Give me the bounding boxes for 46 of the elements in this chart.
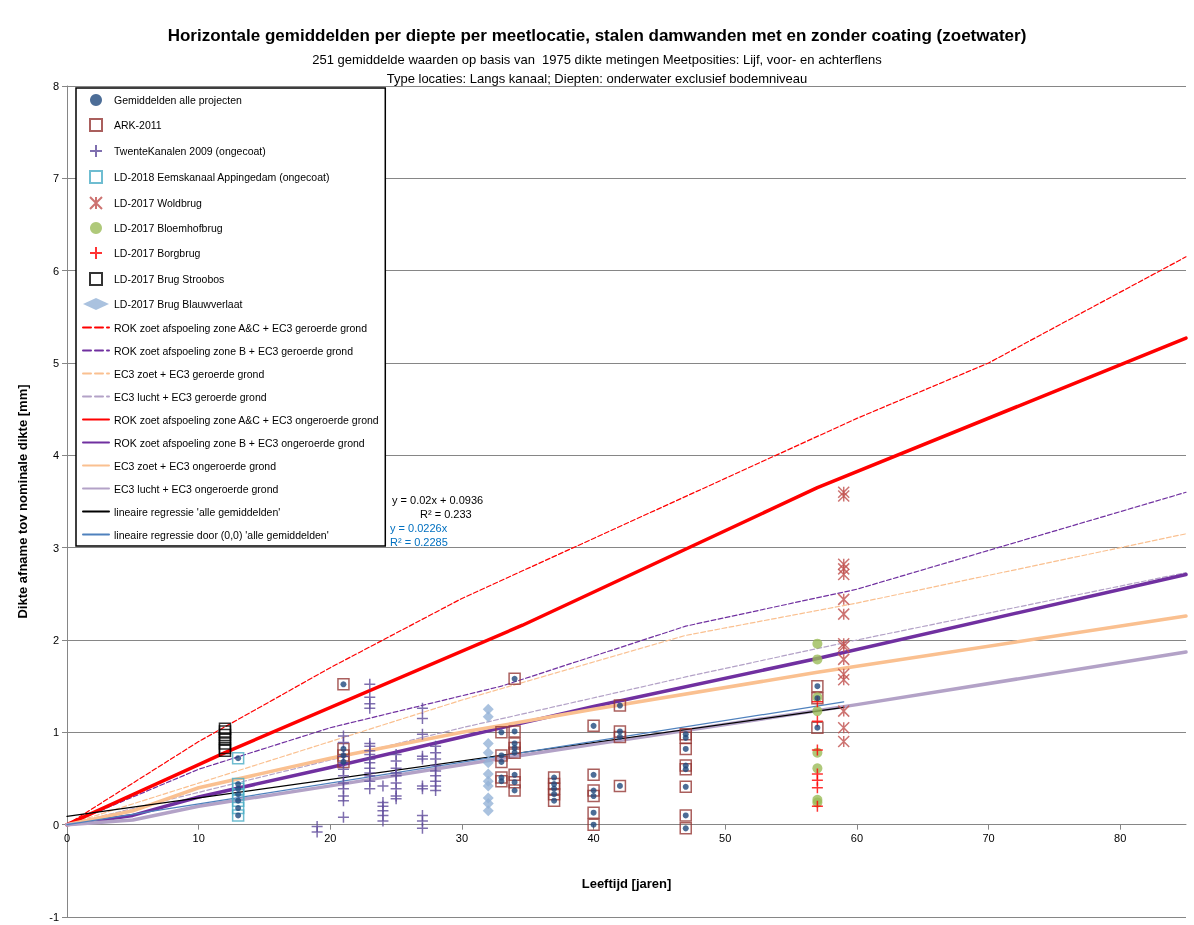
y-tick-label: 6: [52, 264, 59, 277]
x-tick-label: 70: [982, 832, 995, 845]
y-tick-label: 0: [52, 818, 59, 831]
legend-label: ROK zoet afspoeling zone A&C + EC3 ongeroerde grond: [114, 413, 379, 426]
y-tick-label: 4: [52, 449, 59, 462]
legend-label: EC3 lucht + EC3 ongeroerde grond: [114, 482, 279, 495]
x-tick-label: 80: [1114, 832, 1127, 845]
legend-label: LD-2017 Bloemhofbrug: [114, 222, 223, 234]
annotation: y = 0.0226x: [390, 521, 448, 534]
legend-label: LD-2017 Borgbrug: [114, 247, 201, 259]
legend-label: LD-2017 Brug Stroobos: [114, 273, 225, 285]
x-tick-label: 50: [719, 832, 732, 845]
legend-label: ROK zoet afspoeling zone B + EC3 ongeroerde grond: [114, 436, 365, 449]
chart-title: Horizontale gemiddelden per diepte per meetlocatie, stalen damwanden met en zonder coating (zoetwater): [167, 26, 1027, 45]
y-tick-label: 2: [52, 634, 59, 646]
legend-label: ARK-2011: [114, 119, 162, 131]
legend-label: EC3 zoet + EC3 ongeroerde grond: [114, 459, 277, 472]
annotation: y = 0.02x + 0.0936: [392, 493, 484, 506]
y-tick-label: -1: [49, 911, 59, 923]
legend-label: EC3 zoet + EC3 geroerde grond: [114, 367, 265, 380]
y-tick-label: 1: [52, 726, 59, 739]
annotation: R² = 0.233: [420, 507, 472, 520]
x-tick-label: 40: [587, 832, 600, 845]
legend-label: TwenteKanalen 2009 (ongecoat): [114, 145, 266, 157]
legend-label: LD-2017 Brug Blauwverlaat: [114, 298, 243, 310]
legend-label: Gemiddelden alle projecten: [114, 94, 242, 106]
y-tick-label: 8: [52, 80, 59, 92]
legend-label: ROK zoet afspoeling zone A&C + EC3 geroerde grond: [114, 321, 368, 334]
x-tick-label: 10: [192, 832, 205, 845]
legend-label: lineaire regressie 'alle gemiddelden': [114, 505, 281, 518]
legend-label: EC3 lucht + EC3 geroerde grond: [114, 390, 267, 403]
legend-label: ROK zoet afspoeling zone B + EC3 geroerde grond: [114, 344, 354, 357]
y-tick-label: 5: [52, 357, 59, 369]
legend-label: LD-2017 Woldbrug: [114, 197, 203, 209]
y-tick-label: 7: [52, 172, 59, 185]
x-tick-label: 20: [324, 832, 337, 845]
x-tick-label: 60: [850, 832, 864, 845]
x-tick-label: 0: [63, 832, 71, 845]
legend-label: lineaire regressie door (0,0) 'alle gemiddelden': [114, 528, 329, 541]
annotation: R² = 0.2285: [390, 535, 448, 548]
legend-label: LD-2018 Eemskanaal Appingedam (ongecoat): [114, 171, 330, 183]
y-axis-title: Dikte afname tov nominale dikte [mm]: [15, 384, 30, 619]
x-axis-title: Leeftijd [jaren]: [581, 875, 672, 891]
x-tick-label: 30: [455, 832, 469, 845]
y-tick-label: 3: [52, 541, 59, 554]
chart-subtitle: 251 gemiddelde waarden op basis van 1975 dikte metingen Meetposities: Lijf, voor- en achterflens Type locaties: Langs kanaal; Diepten: onderwater exclusief bodemniveau: [312, 52, 883, 86]
